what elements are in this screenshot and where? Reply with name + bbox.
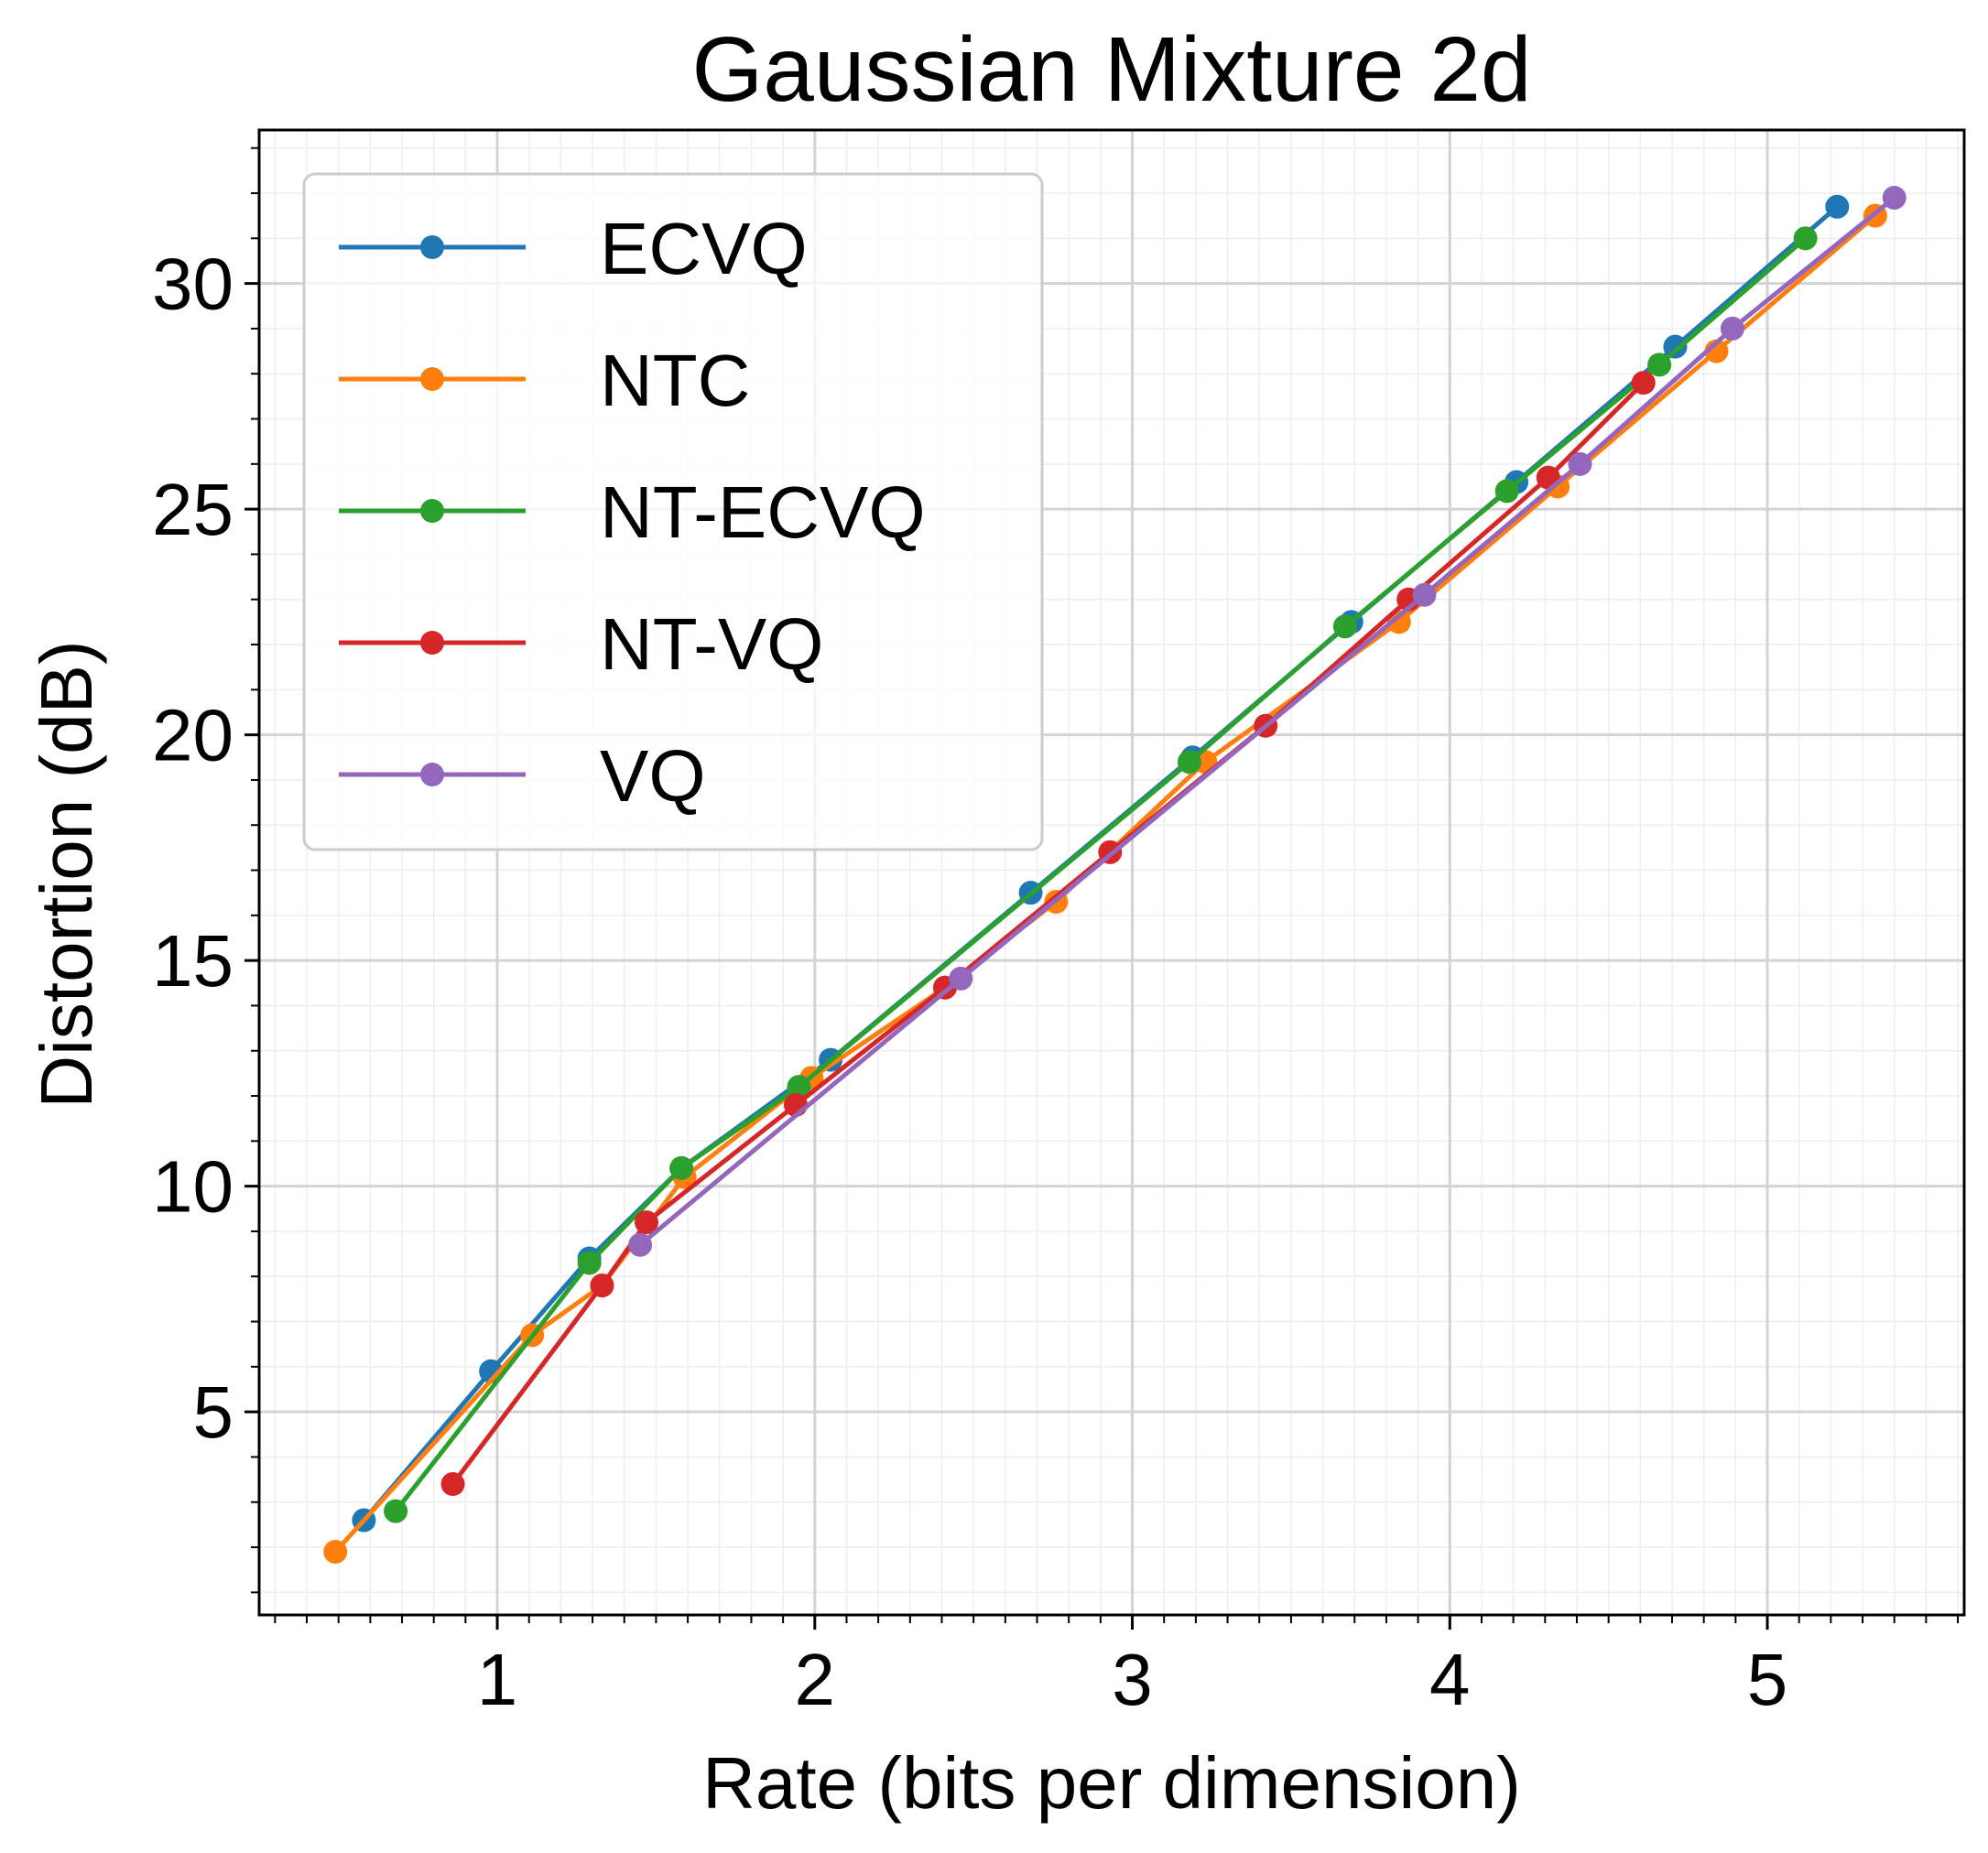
legend-box [302, 172, 1044, 851]
y-tick-label: 10 [152, 1146, 234, 1228]
legend-label-nt-vq: NT-VQ [600, 603, 823, 685]
series-line-nt-vq [451, 381, 1646, 1486]
legend-label-vq: VQ [600, 735, 706, 817]
y-tick-label: 30 [152, 244, 234, 325]
data-point-vq [1568, 451, 1592, 476]
y-tick-label: 20 [152, 695, 234, 776]
ticks-layer: 1 2 3 4 5 5 10 15 20 25 30 [152, 146, 1960, 1720]
legend-marker-nt-vq [420, 631, 444, 655]
series-nt-vq [440, 371, 1656, 1497]
data-point-ecvq [1825, 194, 1850, 219]
series-line-vq [638, 196, 1896, 1247]
data-point-nt-ecvq [1494, 479, 1519, 504]
chart-title: Gaussian Mixture 2d [691, 18, 1531, 121]
legend-marker-vq [420, 763, 444, 786]
data-point-vq [949, 966, 973, 991]
legend-label-nt-ecvq: NT-ECVQ [600, 471, 926, 553]
y-tick-label: 15 [152, 920, 234, 1002]
data-point-vq [1412, 582, 1437, 607]
data-point-nt-vq [440, 1472, 465, 1497]
data-point-nt-ecvq [384, 1499, 408, 1523]
x-tick-label: 5 [1747, 1639, 1788, 1720]
data-point-nt-ecvq [669, 1155, 694, 1180]
y-tick-label: 25 [152, 469, 234, 550]
data-point-nt-vq [1631, 371, 1656, 396]
x-tick-label: 1 [477, 1639, 518, 1720]
data-point-nt-vq [635, 1210, 659, 1235]
legend-entry-ecvq: ECVQ [339, 208, 808, 289]
data-point-nt-ecvq [1793, 226, 1818, 251]
x-tick-label: 3 [1112, 1639, 1153, 1720]
data-point-vq [1720, 316, 1744, 341]
legend-entry-nt-vq: NT-VQ [339, 603, 823, 685]
legend-marker-ntc [420, 367, 444, 391]
legend-marker-ecvq [420, 235, 444, 259]
data-point-nt-ecvq [1332, 614, 1357, 639]
legend: ECVQ NTC NT-ECVQ NT-VQ VQ [302, 172, 1044, 851]
x-axis-label: Rate (bits per dimension) [702, 1742, 1521, 1824]
data-point-vq [628, 1232, 653, 1257]
data-point-nt-vq [590, 1273, 614, 1298]
series-nt-ecvq [384, 226, 1818, 1523]
legend-entry-ntc: NTC [339, 340, 750, 421]
plot-frame [257, 128, 1966, 1617]
x-tick-label: 2 [795, 1639, 836, 1720]
y-axis-label: Distortion (dB) [26, 640, 107, 1108]
legend-marker-nt-ecvq [420, 499, 444, 523]
data-point-nt-ecvq [577, 1251, 602, 1275]
legend-label-ecvq: ECVQ [600, 208, 808, 289]
y-tick-label: 5 [193, 1371, 234, 1453]
legend-entry-nt-ecvq: NT-ECVQ [339, 471, 926, 553]
data-point-nt-ecvq [1177, 750, 1201, 775]
data-point-nt-ecvq [1647, 352, 1672, 377]
series-layer [323, 185, 1907, 1564]
legend-label-ntc: NTC [600, 340, 750, 421]
x-tick-label: 4 [1429, 1639, 1471, 1720]
data-point-vq [1882, 185, 1907, 210]
data-point-ecvq [1663, 334, 1688, 359]
legend-entry-vq: VQ [339, 735, 706, 817]
data-point-nt-ecvq [787, 1075, 811, 1100]
series-vq [628, 185, 1907, 1257]
data-point-ntc [323, 1539, 348, 1564]
